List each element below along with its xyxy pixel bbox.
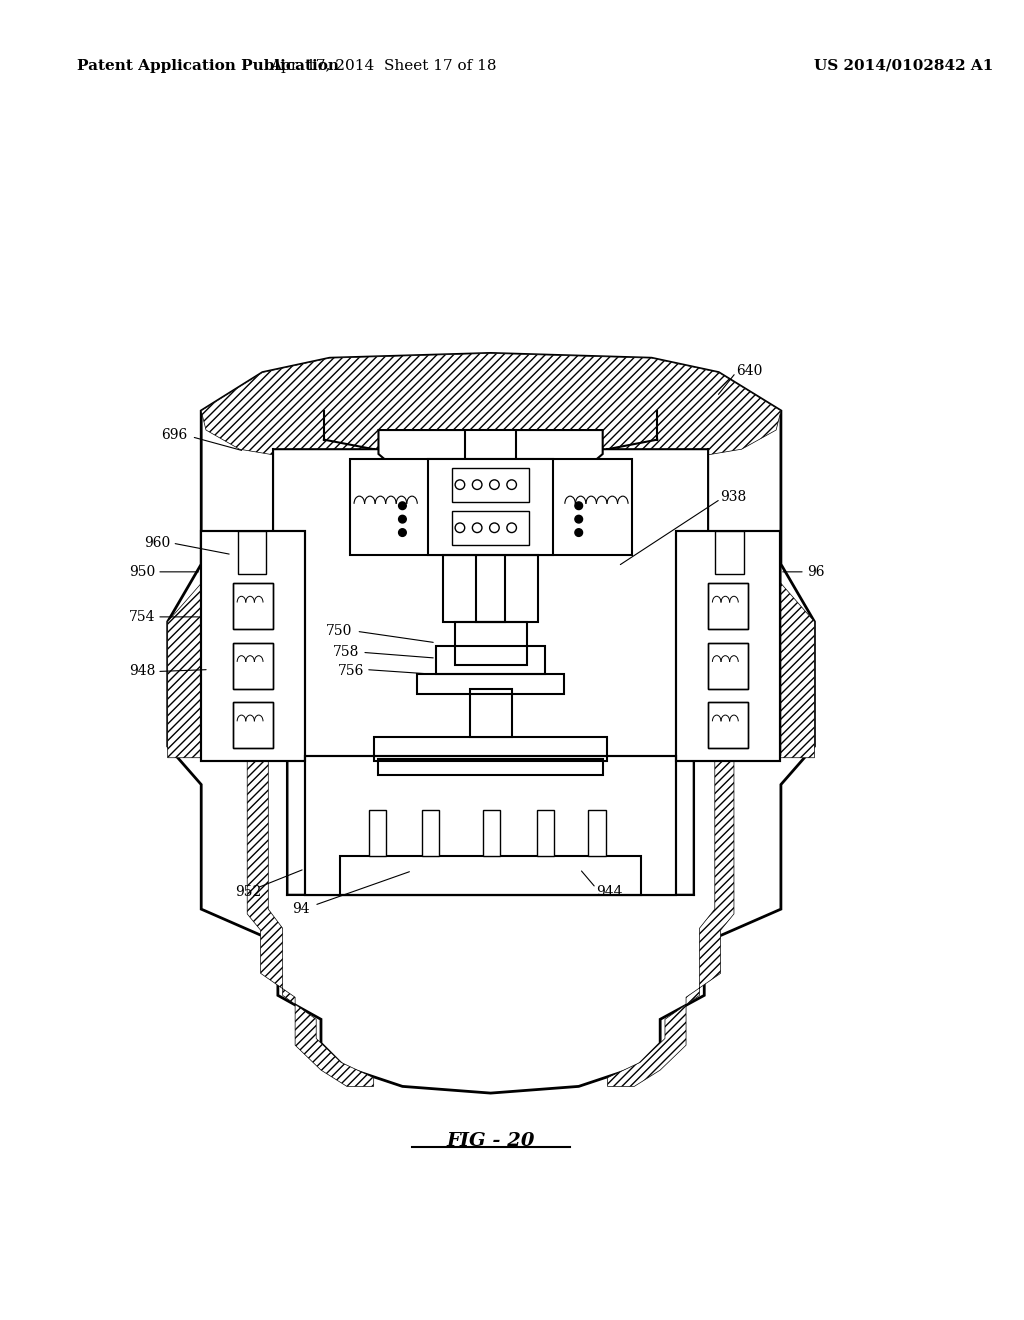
Text: 758: 758 (333, 645, 359, 659)
Polygon shape (442, 554, 539, 622)
Text: 96: 96 (807, 565, 824, 579)
Text: 754: 754 (129, 610, 156, 624)
Text: FIG - 20: FIG - 20 (446, 1133, 535, 1150)
Bar (708, 643, 749, 689)
Bar (428, 459, 553, 554)
Polygon shape (168, 354, 814, 1093)
Polygon shape (201, 354, 781, 519)
Text: US 2014/0102842 A1: US 2014/0102842 A1 (814, 59, 994, 73)
Bar (476, 469, 505, 622)
Bar (537, 810, 554, 857)
Bar (455, 622, 527, 665)
Polygon shape (428, 459, 453, 554)
Polygon shape (374, 737, 607, 760)
Text: 952: 952 (234, 884, 261, 899)
Bar (708, 643, 749, 689)
Bar (453, 469, 529, 502)
Bar (453, 511, 529, 545)
Text: 750: 750 (327, 624, 352, 639)
Text: Patent Application Publication: Patent Application Publication (77, 59, 339, 73)
Polygon shape (168, 449, 374, 1086)
Text: 948: 948 (129, 664, 156, 678)
Text: 640: 640 (736, 363, 762, 378)
Bar (232, 702, 273, 748)
Bar (465, 430, 516, 473)
Polygon shape (558, 459, 633, 554)
Circle shape (574, 515, 583, 523)
Circle shape (574, 529, 583, 536)
Polygon shape (379, 759, 603, 775)
Bar (589, 810, 605, 857)
Polygon shape (455, 622, 527, 686)
Bar (305, 756, 677, 895)
Text: 696: 696 (162, 428, 187, 442)
Polygon shape (379, 430, 603, 516)
Bar (238, 531, 266, 574)
Text: 944: 944 (596, 884, 623, 899)
Polygon shape (752, 531, 780, 760)
Bar (232, 702, 273, 748)
Polygon shape (275, 531, 305, 760)
Bar (708, 702, 749, 748)
Polygon shape (340, 857, 641, 895)
Circle shape (398, 529, 407, 536)
Bar (436, 645, 545, 675)
Bar (305, 756, 677, 895)
Circle shape (574, 502, 583, 510)
Bar (708, 583, 749, 630)
Text: Apr. 17, 2014  Sheet 17 of 18: Apr. 17, 2014 Sheet 17 of 18 (270, 59, 497, 73)
Bar (350, 459, 633, 554)
Bar (715, 531, 743, 574)
Bar (340, 857, 641, 895)
Polygon shape (529, 459, 553, 554)
Bar (369, 810, 386, 857)
Polygon shape (607, 449, 814, 1086)
Bar (379, 759, 603, 775)
Bar (483, 810, 500, 857)
Polygon shape (677, 531, 706, 760)
Text: 756: 756 (338, 664, 365, 678)
Text: 960: 960 (144, 536, 171, 550)
Bar (417, 675, 564, 693)
Text: 950: 950 (129, 565, 156, 579)
Bar (232, 643, 273, 689)
Bar (201, 531, 305, 760)
Text: 938: 938 (721, 490, 746, 504)
Bar (232, 583, 273, 630)
Bar (422, 810, 439, 857)
Polygon shape (350, 459, 422, 554)
Polygon shape (273, 449, 708, 895)
Bar (708, 702, 749, 748)
Bar (677, 531, 780, 760)
Polygon shape (201, 531, 230, 760)
Bar (677, 531, 780, 760)
Circle shape (398, 515, 407, 523)
Bar (232, 583, 273, 630)
Bar (708, 583, 749, 630)
Bar (374, 737, 607, 760)
Bar (442, 554, 539, 622)
Circle shape (398, 502, 407, 510)
Bar (232, 643, 273, 689)
Polygon shape (641, 756, 677, 895)
Polygon shape (417, 675, 564, 693)
Polygon shape (305, 756, 340, 895)
Bar (469, 689, 512, 737)
Text: 94: 94 (292, 902, 310, 916)
Bar (201, 531, 305, 760)
